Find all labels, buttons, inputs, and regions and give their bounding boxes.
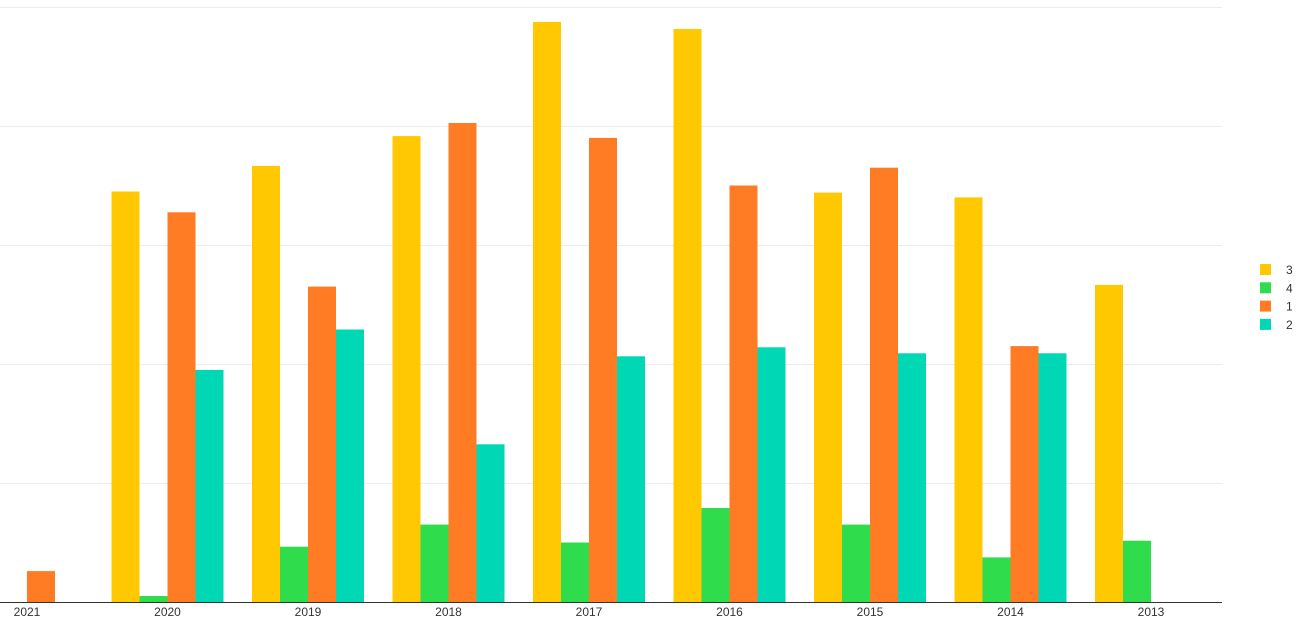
x-tick-label: 2013 — [1138, 605, 1165, 619]
bar-2019-series-4 — [280, 546, 308, 602]
bar-2016-series-4 — [701, 508, 730, 602]
legend: 3 4 1 2 — [1260, 263, 1293, 332]
x-axis: 2021 2020 2019 2018 2017 2016 2015 2014 2013 — [0, 602, 1222, 619]
bar-2017-series-1 — [589, 137, 617, 602]
legend-item-4[interactable]: 4 — [1260, 281, 1293, 295]
bar-2017-series-2 — [617, 356, 645, 602]
legend-swatch — [1260, 282, 1271, 294]
bar-2013-series-4 — [1123, 540, 1151, 602]
bar-2014-series-2 — [1038, 353, 1067, 602]
bar-2018-series-4 — [420, 524, 449, 602]
legend-swatch — [1260, 300, 1271, 312]
bar-2013-series-3 — [1095, 284, 1123, 602]
bar-2018-series-2 — [476, 444, 505, 602]
legend-item-3[interactable]: 3 — [1260, 263, 1293, 277]
x-tick-label: 2016 — [716, 605, 743, 619]
bar-2015-series-2 — [898, 353, 926, 602]
x-tick-label: 2018 — [435, 605, 462, 619]
bar-2021-series-1 — [27, 571, 55, 602]
bar-2017-series-4 — [561, 542, 589, 602]
x-tick-label: 2015 — [857, 605, 884, 619]
legend-label: 4 — [1286, 281, 1293, 295]
bar-2014-series-1 — [1010, 346, 1039, 602]
bar-2016-series-1 — [729, 185, 758, 602]
bar-2018-series-3 — [392, 136, 421, 602]
x-tick-label: 2021 — [14, 605, 41, 619]
bar-2020-series-2 — [195, 369, 224, 602]
legend-label: 2 — [1286, 318, 1293, 332]
bar-2015-series-4 — [842, 524, 870, 602]
legend-label: 1 — [1286, 300, 1293, 314]
legend-swatch — [1260, 318, 1271, 330]
bar-2020-series-4 — [139, 596, 168, 602]
bar-2019-series-3 — [252, 165, 280, 602]
legend-item-1[interactable]: 1 — [1260, 300, 1293, 314]
legend-item-2[interactable]: 2 — [1260, 318, 1293, 332]
bar-2020-series-1 — [167, 212, 196, 603]
bar-2017-series-3 — [533, 21, 561, 602]
bars — [27, 21, 1151, 603]
bar-2019-series-2 — [336, 329, 364, 602]
x-tick-label: 2014 — [997, 605, 1024, 619]
bar-2019-series-1 — [308, 286, 336, 602]
bar-2014-series-4 — [982, 557, 1011, 602]
bar-2015-series-1 — [870, 167, 898, 602]
legend-label: 3 — [1286, 263, 1293, 277]
bar-2020-series-3 — [111, 191, 140, 602]
x-tick-label: 2020 — [154, 605, 181, 619]
x-tick-label: 2017 — [576, 605, 603, 619]
bar-2018-series-1 — [448, 123, 477, 602]
bar-2016-series-3 — [673, 29, 702, 602]
bar-2016-series-2 — [757, 347, 786, 602]
legend-swatch — [1260, 264, 1271, 275]
x-tick-label: 2019 — [295, 605, 322, 619]
bar-2014-series-3 — [954, 197, 983, 602]
bar-2015-series-3 — [814, 192, 842, 602]
